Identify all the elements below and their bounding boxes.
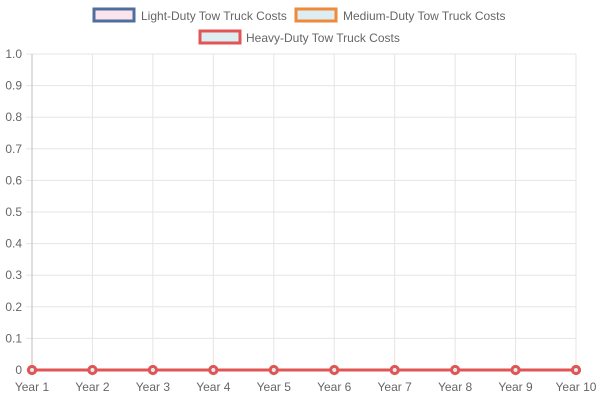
data-point[interactable] (208, 365, 219, 375)
y-tick-label: 0.8 (5, 110, 22, 124)
grid (26, 53, 577, 376)
y-tick-label: 0.4 (5, 237, 22, 251)
x-tick-label: Year 6 (317, 380, 352, 394)
data-point[interactable] (268, 365, 279, 375)
x-tick-label: Year 2 (75, 380, 110, 394)
legend-item-heavy-duty-tow-truck-costs[interactable]: Heavy-Duty Tow Truck Costs (198, 29, 400, 45)
y-tick-label: 0.9 (5, 79, 22, 93)
x-tick-label: Year 1 (15, 380, 50, 394)
legend-swatch (92, 7, 136, 23)
x-tick-label: Year 5 (257, 380, 292, 394)
legend-label: Heavy-Duty Tow Truck Costs (246, 31, 400, 45)
axes: 0 0.1 0.2 0.3 0.4 0.5 0.6 0.7 0.8 0.9 1.0 Year 1 Yea… (5, 47, 596, 394)
legend: Light-Duty Tow Truck Costs Medium-Duty To… (92, 7, 506, 45)
data-point[interactable] (329, 365, 340, 375)
legend-swatch (198, 29, 242, 45)
x-tick-label: Year 4 (196, 380, 231, 394)
y-tick-label: 0.2 (5, 300, 22, 314)
series-heavy-duty-tow-truck-costs (27, 365, 581, 375)
x-tick-label: Year 3 (136, 380, 171, 394)
y-tick-label: 0.5 (5, 205, 22, 219)
data-point[interactable] (27, 365, 37, 375)
legend-label: Light-Duty Tow Truck Costs (141, 9, 287, 23)
legend-item-medium-duty-tow-truck-costs[interactable]: Medium-Duty Tow Truck Costs (294, 7, 506, 23)
data-point[interactable] (389, 365, 400, 375)
y-tick-label: 1.0 (5, 47, 22, 61)
y-tick-label: 0.6 (5, 173, 22, 187)
x-tick-label: Year 8 (438, 380, 473, 394)
y-tick-label: 0.3 (5, 268, 22, 282)
x-tick-label: Year 10 (556, 380, 597, 394)
data-point[interactable] (450, 365, 461, 375)
series-layer (27, 365, 581, 375)
legend-label: Medium-Duty Tow Truck Costs (343, 9, 506, 23)
y-tick-label: 0 (15, 363, 22, 377)
data-point[interactable] (571, 365, 581, 375)
y-tick-label: 0.7 (5, 142, 22, 156)
y-tick-label: 0.1 (5, 331, 22, 345)
x-tick-label: Year 9 (498, 380, 533, 394)
data-point[interactable] (147, 365, 158, 375)
legend-swatch (294, 7, 338, 23)
legend-item-light-duty-tow-truck-costs[interactable]: Light-Duty Tow Truck Costs (92, 7, 287, 23)
x-tick-label: Year 7 (378, 380, 413, 394)
data-point[interactable] (510, 365, 521, 375)
data-point[interactable] (87, 365, 98, 375)
